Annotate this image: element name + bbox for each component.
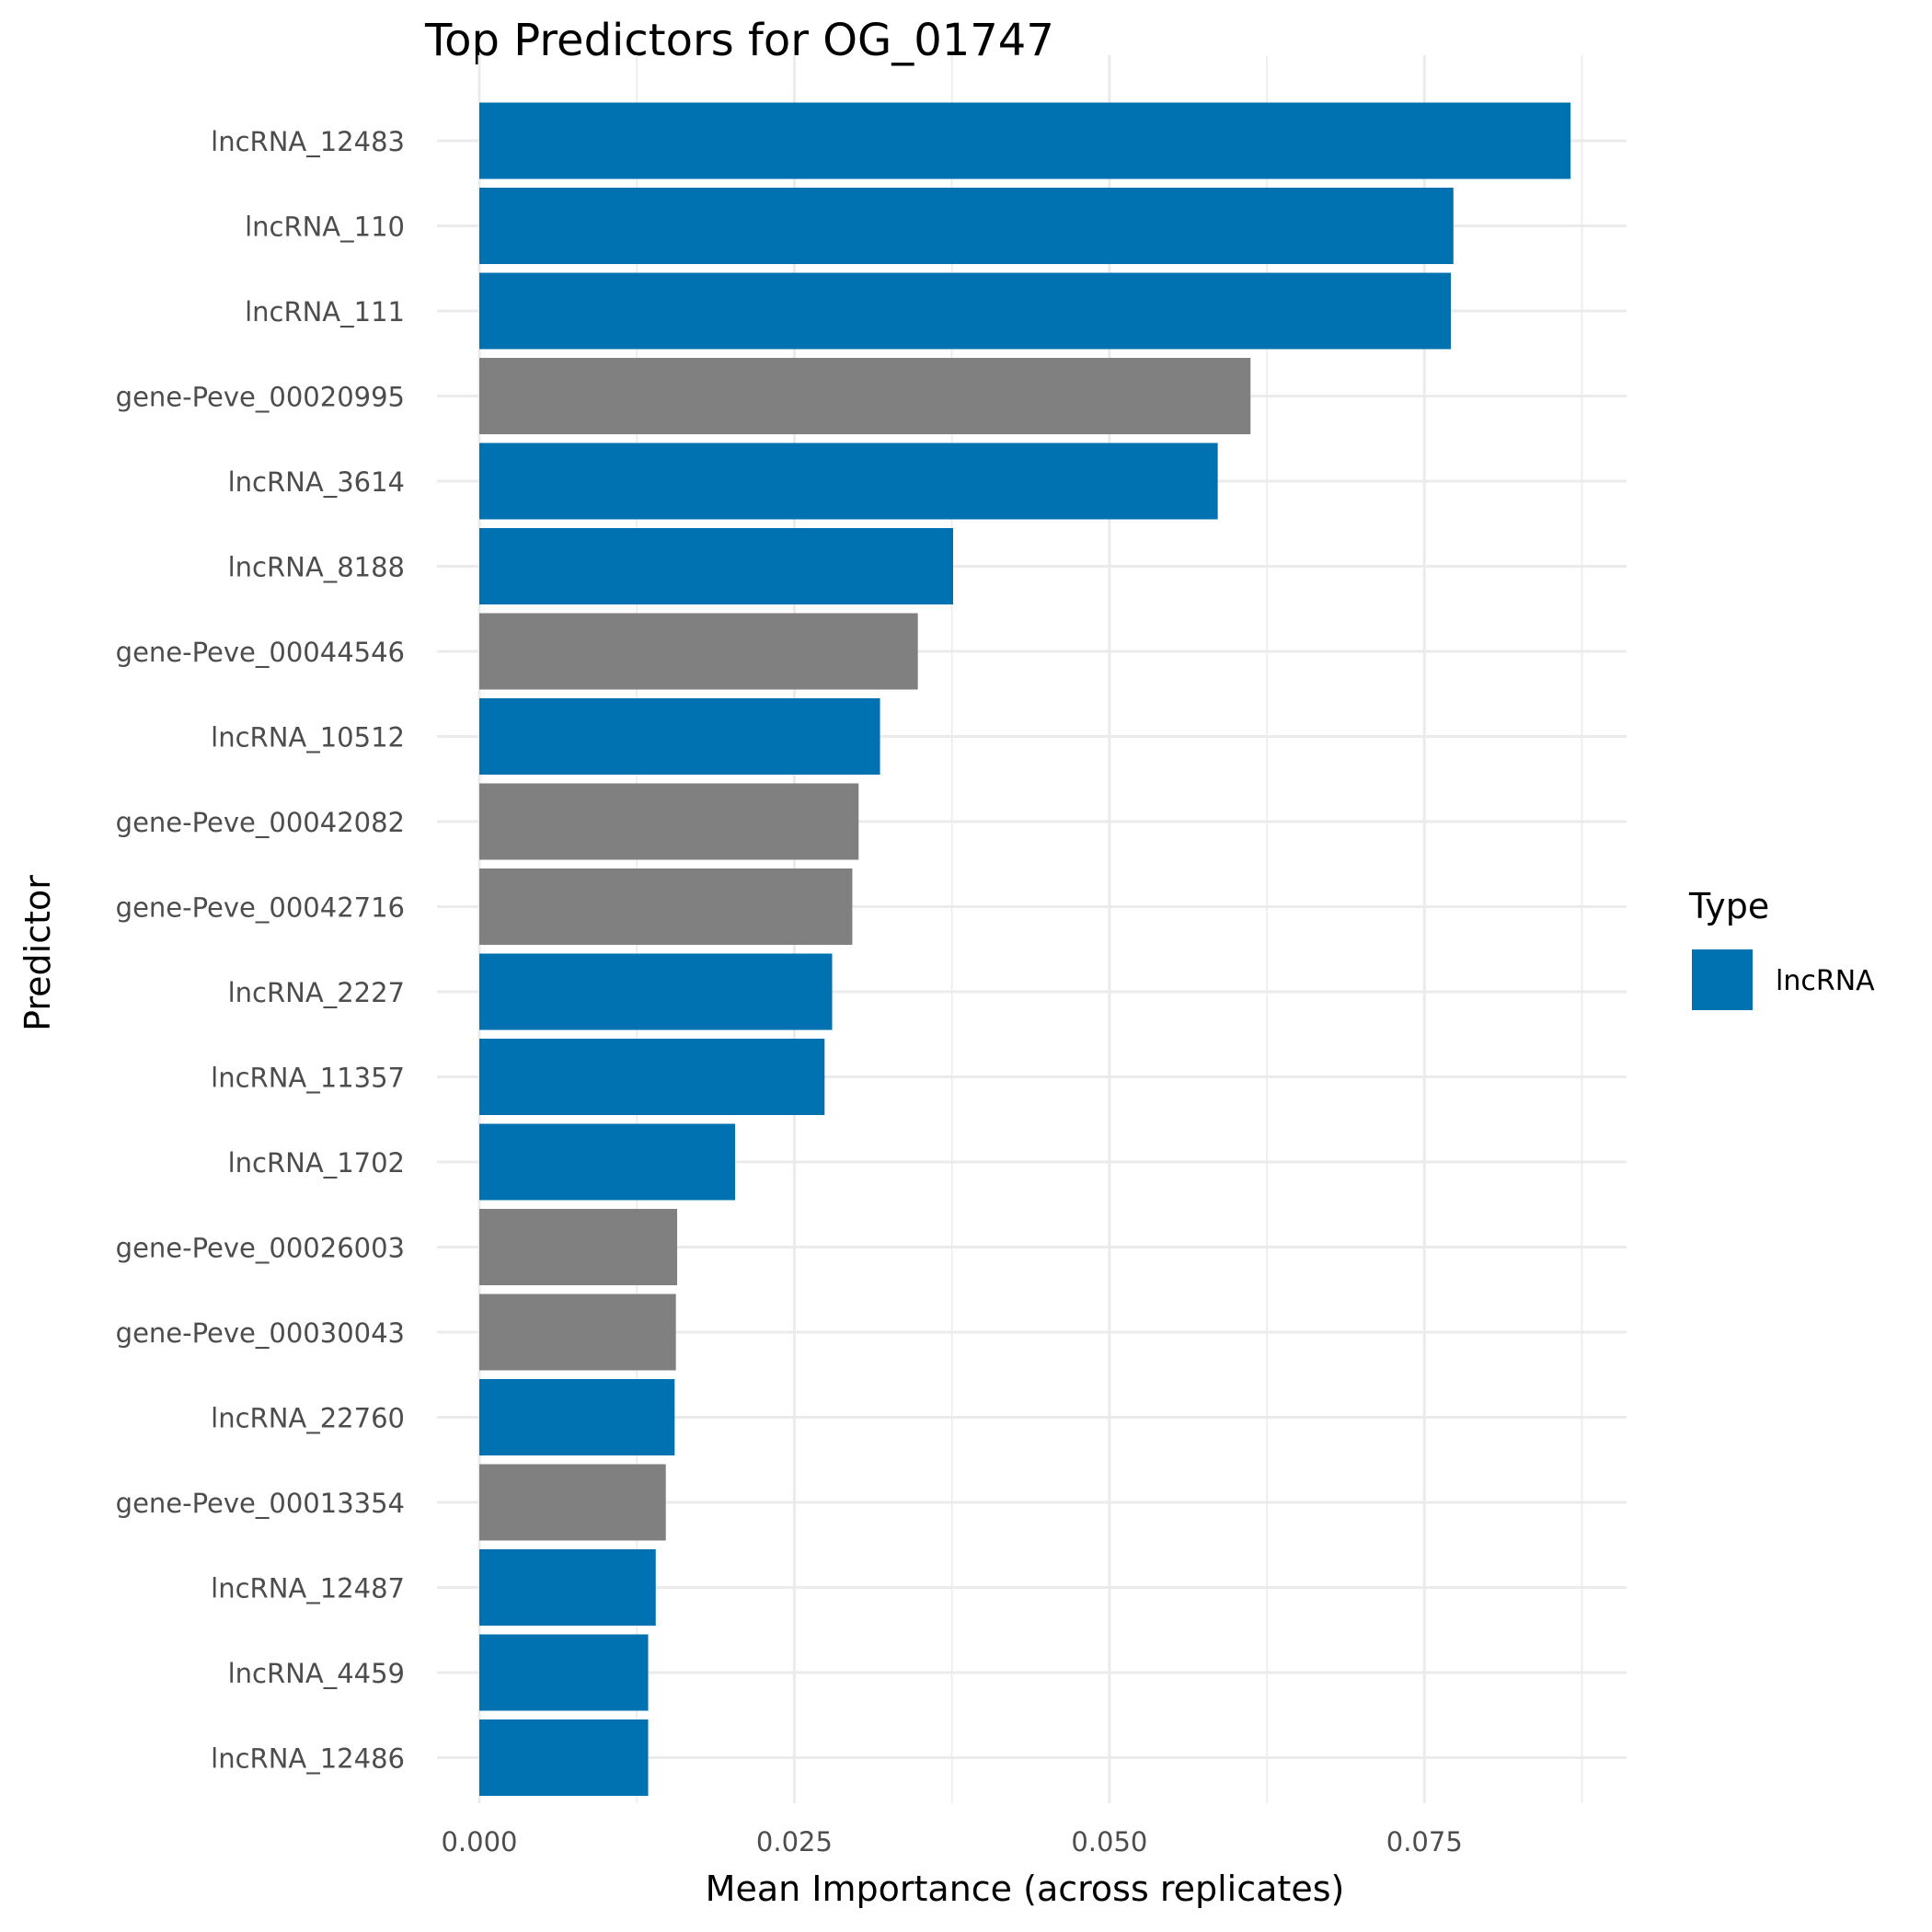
y-tick-label: gene-Peve_00013354 — [116, 1488, 405, 1519]
legend-title: Type — [1688, 886, 1769, 926]
y-tick-label: lncRNA_4459 — [228, 1658, 405, 1689]
y-tick-label: gene-Peve_00042716 — [116, 892, 405, 924]
y-tick-label: lncRNA_8188 — [228, 552, 405, 583]
bar-lncRNA_1702 — [479, 1123, 736, 1201]
y-tick-label: gene-Peve_00026003 — [116, 1233, 405, 1264]
y-tick-label: lncRNA_110 — [245, 212, 405, 243]
y-axis-title: Predictor — [17, 875, 58, 1031]
bar-lncRNA_8188 — [479, 528, 954, 604]
bar-lncRNA_111 — [479, 272, 1452, 350]
y-tick-label: lncRNA_11357 — [211, 1063, 405, 1094]
y-tick-label: lncRNA_10512 — [211, 722, 405, 753]
y-tick-label: lncRNA_12487 — [211, 1573, 405, 1604]
y-tick-label: lncRNA_1702 — [228, 1147, 405, 1179]
bar-gene-Peve_00026003 — [479, 1209, 678, 1285]
legend-key-lncRNA — [1692, 949, 1753, 1010]
y-tick-label: gene-Peve_00030043 — [116, 1317, 405, 1349]
x-tick-label: 0.050 — [1071, 1826, 1147, 1857]
bar-gene-Peve_00042716 — [479, 868, 853, 945]
y-tick-label: gene-Peve_00042082 — [116, 807, 405, 838]
bar-lncRNA_3614 — [479, 443, 1218, 520]
y-tick-label: lncRNA_22760 — [211, 1403, 405, 1434]
y-tick-label: gene-Peve_00020995 — [116, 382, 405, 413]
bar-lncRNA_22760 — [479, 1379, 675, 1455]
y-tick-labels: lncRNA_12483 lncRNA_110 lncRNA_111 gene-Pev… — [116, 126, 405, 1775]
x-tick-label: 0.000 — [441, 1826, 517, 1857]
bar-lncRNA_12487 — [479, 1549, 656, 1626]
bar-lncRNA_110 — [479, 188, 1454, 264]
y-tick-label: lncRNA_3614 — [228, 466, 405, 498]
legend: Type lncRNA — [1688, 886, 1875, 1010]
bar-lncRNA_10512 — [479, 698, 880, 775]
x-tick-labels: 0.000 0.025 0.050 0.075 — [441, 1826, 1462, 1857]
y-tick-label: lncRNA_12486 — [211, 1743, 405, 1775]
bar-lncRNA_2227 — [479, 953, 833, 1030]
y-tick-label: gene-Peve_00044546 — [116, 637, 405, 668]
bar-gene-Peve_00013354 — [479, 1464, 666, 1541]
y-tick-label: lncRNA_12483 — [211, 126, 405, 157]
legend-label-lncRNA: lncRNA — [1776, 965, 1875, 997]
bar-lncRNA_12483 — [479, 102, 1571, 179]
bar-gene-Peve_00030043 — [479, 1294, 676, 1371]
bar-gene-Peve_00044546 — [479, 613, 918, 690]
bar-gene-Peve_00042082 — [479, 783, 859, 860]
bar-gene-Peve_00020995 — [479, 358, 1251, 434]
x-tick-label: 0.075 — [1386, 1826, 1463, 1857]
chart-title: Top Predictors for OG_01747 — [424, 15, 1054, 66]
bar-lncRNA_11357 — [479, 1039, 825, 1115]
bar-lncRNA_4459 — [479, 1634, 649, 1711]
y-tick-label: lncRNA_2227 — [228, 977, 405, 1008]
x-tick-label: 0.025 — [756, 1826, 833, 1857]
y-tick-label: lncRNA_111 — [245, 296, 405, 328]
bars — [479, 102, 1571, 1796]
x-axis-title: Mean Importance (across replicates) — [706, 1869, 1345, 1909]
bar-lncRNA_12486 — [479, 1719, 649, 1796]
